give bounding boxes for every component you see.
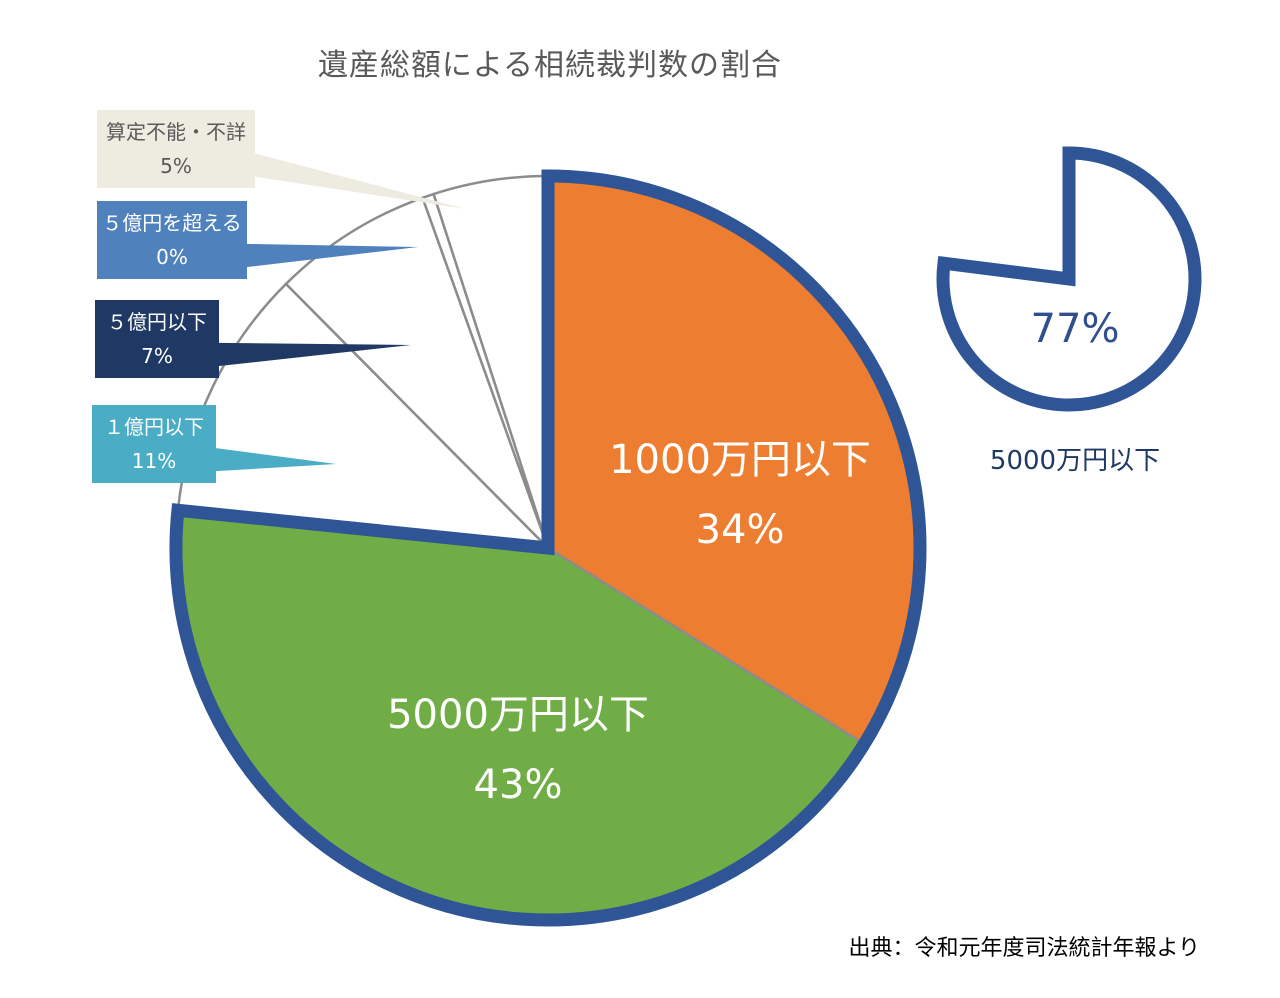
- callout-pointer-under-100m: [214, 447, 336, 472]
- summary-shape: [936, 146, 1202, 412]
- summary-value: 77%: [1030, 306, 1120, 352]
- slice-label-under-50m: 5000万円以下 43%: [368, 680, 668, 820]
- summary-label: 5000万円以下: [989, 446, 1161, 476]
- slice-label-under-10m-value: 34%: [695, 507, 785, 553]
- slice-label-under-50m-name: 5000万円以下: [387, 692, 649, 738]
- callout-pointer-under-500m: [217, 342, 411, 367]
- callout-uncalculable-value: 5%: [160, 154, 192, 178]
- callout-under-500m-value: 7%: [141, 344, 173, 368]
- callout-pointer-uncalculable: [253, 152, 466, 209]
- slice-label-under-50m-value: 43%: [473, 762, 563, 808]
- callout-over-500m: ５億円を超える 0%: [97, 201, 247, 279]
- callout-over-500m-label: ５億円を超える: [102, 211, 242, 235]
- source-note: 出典：令和元年度司法統計年報より: [848, 936, 1200, 961]
- callout-under-500m: ５億円以下 7%: [95, 300, 219, 378]
- chart-title: 遺産総額による相続裁判数の割合: [317, 48, 783, 83]
- callout-uncalculable: 算定不能・不詳 5%: [97, 110, 255, 188]
- callout-under-100m-label: １億円以下: [104, 415, 204, 439]
- callout-over-500m-value: 0%: [156, 245, 188, 269]
- callout-pointer-over-500m: [245, 243, 418, 268]
- callout-uncalculable-label: 算定不能・不詳: [106, 120, 246, 144]
- callout-under-500m-label: ５億円以下: [107, 310, 207, 334]
- slice-label-under-10m: 1000万円以下 34%: [590, 425, 890, 565]
- callout-under-100m-value: 11%: [131, 449, 177, 473]
- highlight-outline: [169, 169, 927, 927]
- callout-under-100m: １億円以下 11%: [92, 405, 216, 483]
- slice-label-under-10m-name: 1000万円以下: [609, 437, 871, 483]
